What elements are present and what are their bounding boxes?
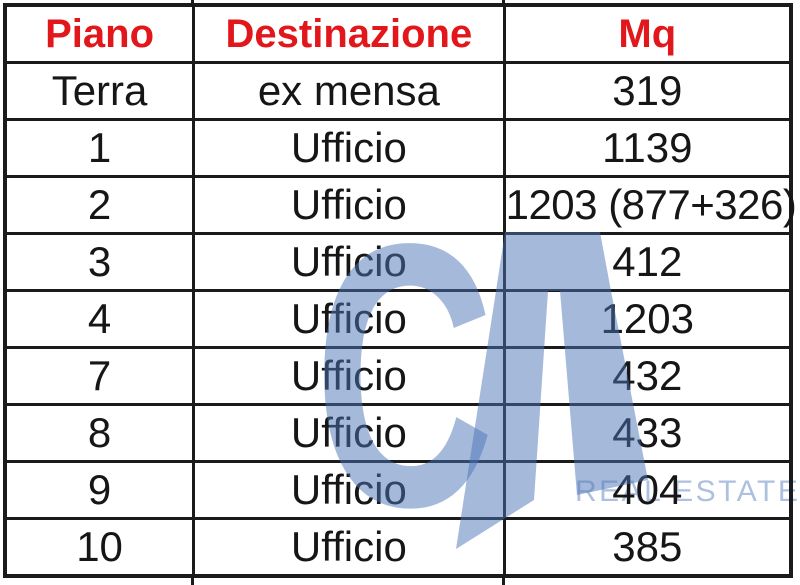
cell-destinazione: Ufficio: [192, 460, 506, 520]
cell-destinazione: ex mensa: [192, 61, 506, 121]
cell-destinazione: Ufficio: [192, 232, 506, 292]
cell-mq: 432: [502, 346, 793, 406]
cell-destinazione: Ufficio: [192, 289, 506, 349]
cell-piano: 10: [3, 517, 196, 578]
cell-mq: 1203 (877+326): [502, 175, 797, 235]
cell-destinazione: Ufficio: [192, 517, 506, 578]
cell-mq: 319: [502, 61, 793, 121]
table-body: Terra ex mensa 319 1 Ufficio 1139 2 Ufficio 1203…: [3, 61, 797, 578]
table-row: 9 Ufficio 404: [3, 460, 793, 520]
cell-destinazione: Ufficio: [192, 346, 506, 406]
table-row: Terra ex mensa 319: [3, 61, 793, 121]
grid-stub-top-right-divider: [502, 0, 505, 4]
cell-destinazione: Ufficio: [192, 118, 506, 178]
table-header-row: Piano Destinazione Mq: [3, 3, 793, 64]
table-row: 10 Ufficio 385: [3, 517, 793, 578]
table-row: 2 Ufficio 1203 (877+326): [3, 175, 797, 235]
cell-mq: 1203: [502, 289, 793, 349]
cell-piano: Terra: [3, 61, 196, 121]
grid-stub-bottom-left-divider: [191, 577, 194, 585]
cell-piano: 2: [3, 175, 196, 235]
floor-area-table: Piano Destinazione Mq Terra ex mensa 319 1 U…: [3, 3, 797, 578]
table-row: 4 Ufficio 1203: [3, 289, 793, 349]
table-row: 8 Ufficio 433: [3, 403, 793, 463]
cell-piano: 3: [3, 232, 196, 292]
cell-mq: 385: [502, 517, 793, 578]
cell-mq: 404: [502, 460, 793, 520]
cell-destinazione: Ufficio: [192, 403, 506, 463]
cell-destinazione: Ufficio: [192, 175, 506, 235]
cell-mq: 433: [502, 403, 793, 463]
cell-piano: 7: [3, 346, 196, 406]
cell-piano: 8: [3, 403, 196, 463]
cell-piano: 1: [3, 118, 196, 178]
table-row: 1 Ufficio 1139: [3, 118, 793, 178]
grid-stub-top-left-divider: [191, 0, 194, 4]
header-cell-piano: Piano: [3, 3, 196, 64]
header-cell-mq: Mq: [502, 3, 793, 64]
table-row: 3 Ufficio 412: [3, 232, 793, 292]
cell-piano: 9: [3, 460, 196, 520]
cell-mq: 412: [502, 232, 793, 292]
cell-piano: 4: [3, 289, 196, 349]
header-cell-destinazione: Destinazione: [192, 3, 506, 64]
grid-stub-bottom-right-divider: [502, 577, 505, 585]
table-row: 7 Ufficio 432: [3, 346, 793, 406]
cell-mq: 1139: [502, 118, 793, 178]
